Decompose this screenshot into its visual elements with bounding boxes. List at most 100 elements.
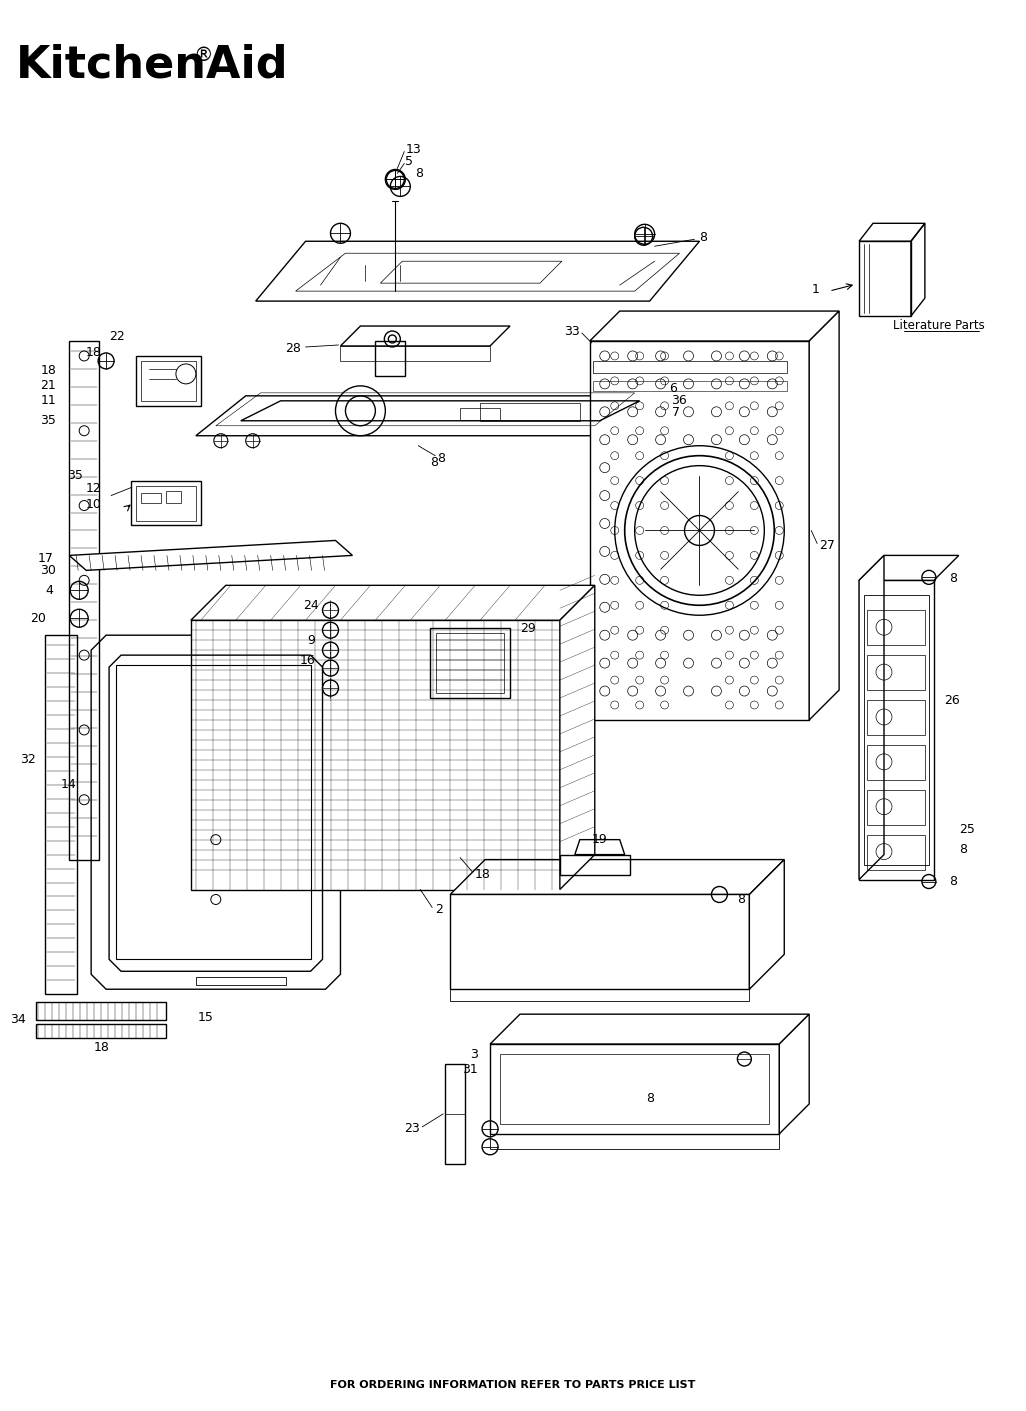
Text: 8: 8: [437, 452, 445, 466]
Text: 15: 15: [198, 1010, 213, 1023]
Text: 31: 31: [463, 1062, 478, 1075]
Bar: [196, 978, 285, 985]
Bar: [141, 492, 161, 502]
Polygon shape: [810, 310, 839, 720]
Bar: [136, 356, 201, 406]
Polygon shape: [450, 859, 784, 895]
Polygon shape: [255, 241, 700, 301]
Text: 20: 20: [31, 612, 46, 625]
Bar: [166, 491, 181, 502]
Text: 6: 6: [670, 382, 677, 395]
Bar: [69, 341, 100, 859]
Polygon shape: [780, 1015, 810, 1134]
Bar: [480, 402, 580, 420]
Text: FOR ORDERING INFORMATION REFER TO PARTS PRICE LIST: FOR ORDERING INFORMATION REFER TO PARTS …: [330, 1380, 696, 1390]
Text: 18: 18: [85, 347, 102, 360]
Text: 29: 29: [520, 622, 536, 635]
Bar: [500, 1054, 770, 1125]
Bar: [45, 635, 77, 995]
Bar: [593, 381, 787, 391]
Bar: [859, 241, 911, 316]
Text: 5: 5: [405, 155, 413, 168]
Text: 18: 18: [40, 364, 56, 377]
Bar: [490, 1044, 780, 1134]
Bar: [450, 895, 749, 989]
Bar: [450, 989, 749, 1002]
Bar: [430, 628, 510, 698]
Text: 4: 4: [45, 584, 53, 597]
Bar: [116, 665, 311, 959]
Text: 23: 23: [404, 1122, 421, 1136]
Text: 10: 10: [85, 498, 102, 511]
Text: 25: 25: [958, 823, 975, 837]
Polygon shape: [560, 586, 595, 889]
Bar: [445, 1064, 465, 1164]
Text: 8: 8: [430, 456, 438, 470]
Text: 8: 8: [700, 231, 708, 244]
Bar: [36, 1024, 166, 1038]
Bar: [490, 1134, 780, 1149]
Text: KitchenAid: KitchenAid: [16, 44, 289, 87]
Bar: [864, 595, 929, 865]
Bar: [593, 361, 787, 373]
Text: 11: 11: [40, 394, 56, 408]
Text: 24: 24: [303, 598, 318, 612]
Text: 35: 35: [40, 415, 56, 428]
Bar: [867, 700, 924, 735]
Text: 7: 7: [672, 406, 679, 419]
Text: 22: 22: [109, 330, 125, 343]
Bar: [136, 485, 196, 521]
Polygon shape: [69, 540, 353, 570]
Text: 35: 35: [68, 468, 83, 483]
Text: 8: 8: [416, 166, 424, 181]
Bar: [36, 1002, 166, 1020]
Text: 34: 34: [10, 1013, 27, 1026]
Text: 17: 17: [37, 552, 53, 564]
Polygon shape: [590, 310, 839, 341]
Polygon shape: [749, 859, 784, 989]
Text: 9: 9: [308, 634, 316, 646]
Bar: [590, 341, 810, 720]
Text: 33: 33: [564, 325, 580, 337]
Bar: [376, 341, 405, 375]
Polygon shape: [859, 556, 958, 580]
Polygon shape: [859, 556, 884, 879]
Text: 16: 16: [300, 653, 316, 666]
Text: 27: 27: [819, 539, 835, 552]
Text: 32: 32: [21, 753, 36, 766]
Text: 8: 8: [949, 571, 957, 584]
Polygon shape: [490, 1015, 810, 1044]
Bar: [867, 790, 924, 824]
Text: 3: 3: [470, 1047, 478, 1061]
Text: 2: 2: [435, 903, 443, 916]
Bar: [867, 745, 924, 780]
Text: 8: 8: [958, 844, 966, 856]
Bar: [560, 855, 630, 875]
Text: 18: 18: [93, 1040, 109, 1054]
Bar: [859, 580, 934, 879]
Text: 18: 18: [475, 868, 491, 880]
Text: 28: 28: [284, 343, 301, 356]
Text: 8: 8: [645, 1092, 654, 1105]
Text: 21: 21: [40, 380, 56, 392]
Polygon shape: [91, 635, 341, 989]
Bar: [436, 634, 504, 693]
Bar: [141, 361, 196, 401]
Polygon shape: [196, 396, 660, 436]
Bar: [460, 408, 500, 420]
Bar: [191, 621, 560, 889]
Text: 13: 13: [405, 143, 421, 157]
Bar: [867, 655, 924, 690]
Text: 26: 26: [944, 694, 959, 707]
Text: Literature Parts: Literature Parts: [893, 319, 985, 332]
Text: 8: 8: [738, 893, 746, 906]
Polygon shape: [191, 586, 595, 621]
Text: 36: 36: [672, 394, 687, 408]
Text: 8: 8: [949, 875, 957, 888]
Bar: [131, 481, 201, 525]
Text: 1: 1: [812, 282, 819, 296]
Bar: [867, 835, 924, 869]
Text: 19: 19: [592, 832, 607, 847]
Text: ®: ®: [193, 45, 212, 65]
Text: 14: 14: [61, 779, 76, 792]
